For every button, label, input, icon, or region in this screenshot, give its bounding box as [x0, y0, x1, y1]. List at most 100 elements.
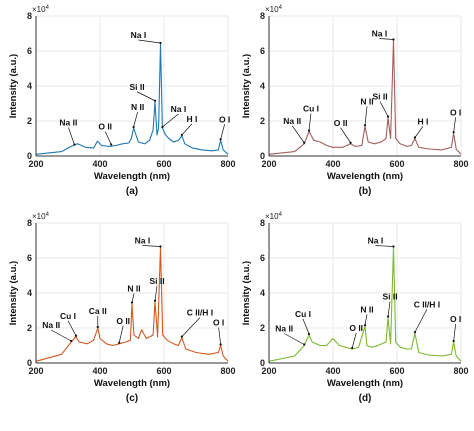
annotation-arrowhead — [303, 141, 306, 144]
annotation-label: O I — [213, 318, 224, 328]
annotation-arrowhead — [392, 245, 395, 248]
annotation-label: Na II — [283, 116, 301, 126]
annotation-arrow — [118, 325, 124, 343]
annotation-label: N II — [360, 304, 373, 314]
annotation-arrow — [364, 314, 368, 326]
annotation-arrow — [414, 309, 428, 333]
annotation-arrow — [340, 127, 351, 143]
panel-label: (a) — [126, 186, 138, 197]
annotation-arrowhead — [219, 138, 222, 141]
annotation-arrow — [67, 320, 77, 336]
annotation-label: Si II — [382, 292, 397, 302]
x-tick-label: 800 — [453, 366, 468, 376]
annotation-arrow — [453, 117, 456, 133]
y-tick-label: 4 — [260, 81, 265, 91]
annotation-arrow — [308, 113, 312, 131]
y-tick-label: 2 — [27, 116, 32, 126]
annotation-label: Cu I — [303, 104, 319, 114]
annotation-arrow — [136, 91, 156, 102]
annotation-label: H I — [417, 117, 428, 127]
annotation-arrow — [181, 123, 193, 136]
y-tick-label: 0 — [260, 151, 265, 161]
x-tick-label: 200 — [261, 159, 276, 169]
y-tick-label: 8 — [260, 11, 265, 21]
y-exponent-label: ×104 — [265, 5, 283, 14]
annotation-label: N II — [131, 102, 144, 112]
annotation-label: O II — [98, 122, 112, 132]
y-exponent-label: ×104 — [265, 212, 283, 221]
annotation-label: Cu I — [60, 311, 76, 321]
x-tick-label: 800 — [453, 159, 468, 169]
annotation-arrowhead — [413, 331, 417, 334]
annotation-arrowhead — [452, 339, 455, 343]
annotation-arrowhead — [386, 315, 390, 318]
y-exponent-power: 4 — [46, 5, 50, 11]
x-tick-label: 800 — [220, 366, 235, 376]
panel-d: 200 400 600 800 0 2 4 6 8×104 Wavelength (nm) Inte… — [241, 212, 469, 404]
annotation-label: O II — [334, 118, 348, 128]
annotation-arrowhead — [452, 131, 455, 134]
y-tick-label: 4 — [27, 288, 32, 298]
annotation-arrowhead — [351, 346, 354, 350]
y-tick-label: 6 — [260, 46, 265, 56]
y-tick-label: 6 — [27, 253, 32, 263]
y-tick-label: 8 — [260, 218, 265, 228]
panel-label: (b) — [359, 186, 372, 197]
x-tick-label: 600 — [156, 159, 171, 169]
panel-c: 200 400 600 800 0 2 4 6 8×104 Wavelength (nm) Inte… — [8, 212, 236, 404]
annotation-label: Na I — [131, 30, 147, 40]
annotation-label: Na I — [171, 104, 187, 114]
annotation-arrow — [284, 333, 305, 345]
x-axis-title: Wavelength (nm) — [327, 171, 403, 182]
annotation-arrow — [138, 39, 161, 44]
annotation-arrowhead — [118, 341, 121, 344]
y-exponent-power: 4 — [279, 5, 283, 11]
y-exponent-label: ×104 — [32, 5, 50, 14]
annotation-arrowhead — [219, 343, 222, 346]
annotation-label: O II — [349, 323, 363, 333]
annotation-arrowhead — [159, 245, 162, 248]
panel-b: 200 400 600 800 0 2 4 6 8×104 Wavelength (nm) Inte… — [241, 5, 469, 197]
annotation-label: C II/H I — [414, 299, 440, 309]
annotation-arrow — [379, 38, 394, 40]
annotation-arrowhead — [180, 133, 184, 136]
y-tick-label: 4 — [27, 81, 32, 91]
annotation-label: Cu I — [295, 309, 311, 319]
y-tick-label: 6 — [260, 253, 265, 263]
x-tick-label: 200 — [28, 159, 43, 169]
annotation-arrow — [51, 329, 72, 342]
annotation-label: Na I — [372, 29, 388, 39]
annotation-label: Na II — [42, 320, 60, 330]
annotation-arrowhead — [363, 124, 367, 127]
annotation-label: O I — [450, 107, 461, 117]
annotation-label: Na I — [135, 236, 151, 246]
annotation-arrowhead — [180, 335, 184, 338]
annotation-arrow — [387, 301, 391, 317]
annotation-arrow — [351, 332, 357, 349]
annotation-arrowhead — [363, 324, 367, 327]
y-tick-label: 2 — [260, 116, 265, 126]
annotation-arrow — [302, 318, 310, 335]
annotation-arrowhead — [110, 143, 113, 146]
y-tick-label: 2 — [27, 323, 32, 333]
annotation-arrow — [68, 127, 75, 145]
annotation-label: Si II — [129, 82, 144, 92]
spectrum-line — [268, 246, 462, 362]
y-axis-title: Intensity (a.u.) — [8, 54, 19, 118]
annotation-label: C II/H I — [187, 308, 213, 318]
y-exponent-power: 4 — [279, 212, 283, 218]
annotation-arrowhead — [161, 125, 164, 129]
annotation-label: Na I — [368, 236, 384, 246]
annotation-arrowhead — [413, 136, 417, 139]
annotation-label: O II — [116, 316, 130, 326]
annotation-arrowhead — [392, 38, 395, 41]
annotation-arrow — [154, 285, 158, 301]
annotation-arrowhead — [74, 334, 78, 337]
x-tick-label: 600 — [156, 366, 171, 376]
y-tick-label: 2 — [260, 323, 265, 333]
panel-a: 200 400 600 800 0 2 4 6 8×104 Wavelength (nm) Inte… — [8, 5, 236, 197]
annotation-arrowhead — [153, 99, 157, 102]
y-exponent-label: ×104 — [32, 212, 50, 221]
x-tick-label: 600 — [389, 366, 404, 376]
